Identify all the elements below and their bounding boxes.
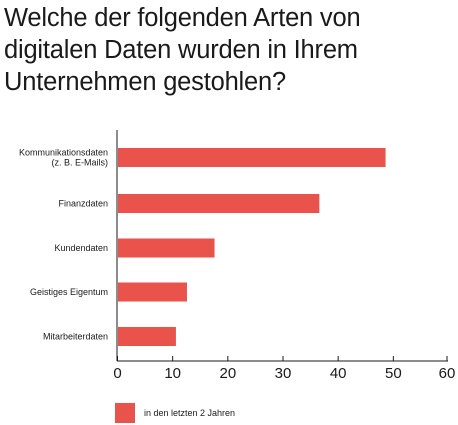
chart-title-line: Welche der folgenden Arten von — [4, 4, 361, 32]
chart-title-line: digitalen Daten wurden in Ihrem — [4, 36, 358, 64]
category-label: Finanzdaten — [58, 199, 108, 209]
category-label: Kommunikationsdaten — [19, 148, 108, 158]
x-tick-label: 0 — [113, 365, 121, 382]
chart-title-line: Unternehmen gestohlen? — [4, 68, 286, 96]
x-tick-label: 50 — [385, 365, 402, 382]
chart-title: Welche der folgenden Arten von digitalen… — [4, 2, 454, 98]
x-tick-label: 60 — [439, 365, 456, 382]
x-tick-label: 10 — [164, 365, 181, 382]
bar — [118, 327, 176, 346]
category-label: Geistiges Eigentum — [30, 287, 108, 297]
x-tick-label: 20 — [219, 365, 236, 382]
category-label: Kundendaten — [54, 243, 108, 253]
x-tick-label: 30 — [275, 365, 292, 382]
bar — [118, 148, 386, 167]
category-label: Mitarbeiterdaten — [43, 332, 108, 342]
legend-label: in den letzten 2 Jahren — [144, 408, 235, 418]
bar — [118, 238, 215, 258]
bar — [118, 194, 320, 213]
bar — [118, 282, 187, 302]
category-label: (z. B. E-Mails) — [51, 158, 108, 168]
legend-swatch — [115, 403, 135, 423]
x-tick-label: 40 — [330, 365, 347, 382]
